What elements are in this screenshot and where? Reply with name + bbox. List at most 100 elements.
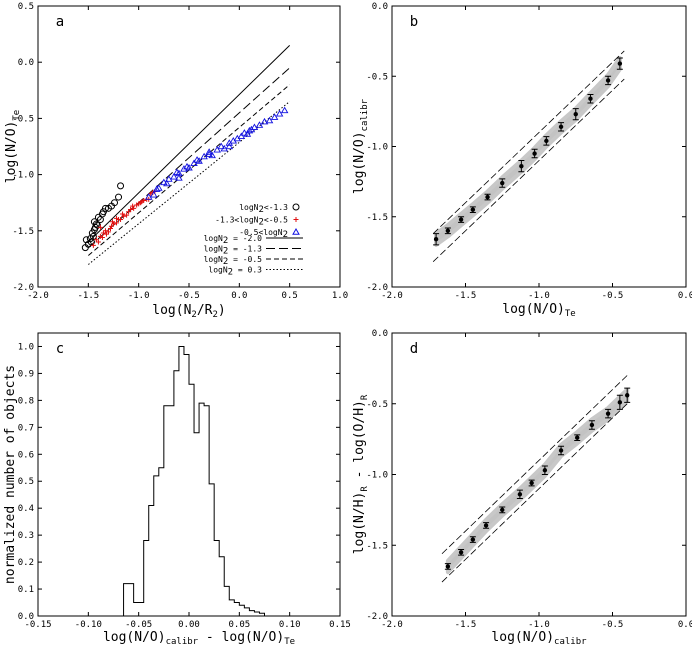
- x-tick-label: -0.05: [125, 620, 152, 630]
- x-tick-label: 0.0: [678, 291, 692, 301]
- data-point: [163, 179, 171, 187]
- dashed-line: [441, 403, 628, 583]
- data-point: [558, 448, 564, 453]
- data-point: [558, 124, 564, 130]
- data-point: [458, 217, 464, 222]
- data-point: [109, 219, 115, 225]
- data-point: [445, 564, 451, 569]
- x-axis-label: log(N/O)calibr: [491, 630, 587, 647]
- data-point: [175, 174, 183, 181]
- x-tick-label: -1.0: [128, 291, 150, 301]
- y-tick-label: 0.0: [372, 329, 388, 339]
- y-tick-label: -1.5: [366, 541, 388, 551]
- data-point: [103, 231, 109, 237]
- y-tick-label: -2.0: [366, 612, 388, 622]
- data-point: [165, 175, 173, 182]
- x-tick-label: 1.0: [332, 291, 348, 301]
- data-point: [617, 61, 623, 66]
- legend-label: logN2 = 0.3: [208, 266, 262, 278]
- y-axis-label: log(N/O)Te: [4, 110, 22, 183]
- data-point: [155, 184, 163, 191]
- data-point: [115, 193, 123, 201]
- x-tick-label: -1.5: [455, 620, 477, 630]
- data-point: [275, 110, 284, 117]
- data-point: [90, 218, 98, 226]
- data-point: [573, 111, 578, 117]
- data-point: [483, 523, 489, 528]
- y-tick-label: -0.5: [12, 114, 34, 124]
- data-point: [500, 507, 505, 513]
- data-point: [255, 121, 264, 128]
- data-point: [138, 200, 144, 206]
- data-point: [625, 393, 630, 398]
- data-point: [588, 96, 593, 101]
- data-point: [542, 468, 548, 473]
- data-point: [589, 422, 595, 428]
- data-point: [102, 228, 108, 234]
- dashed-line: [432, 78, 625, 262]
- data-point: [445, 228, 451, 233]
- data-point: [265, 116, 274, 124]
- data-point: [124, 212, 130, 218]
- panel-label: c: [56, 341, 64, 357]
- data-point: [97, 224, 103, 230]
- y-tick-label: 0.8: [18, 396, 34, 406]
- legend-marker: [292, 203, 300, 211]
- data-band: [445, 387, 630, 575]
- data-point: [88, 229, 96, 237]
- x-tick-label: 0.05: [228, 620, 250, 630]
- y-tick-label: 0.5: [18, 2, 34, 12]
- x-tick-label: -0.15: [24, 620, 51, 630]
- x-tick-label: 0.0: [231, 291, 247, 301]
- data-point: [237, 132, 246, 140]
- y-tick-label: 0.0: [18, 612, 34, 622]
- x-tick-label: 0.15: [329, 620, 351, 630]
- data-point: [605, 411, 611, 416]
- data-point: [107, 226, 113, 232]
- y-tick-label: 0.9: [18, 369, 34, 379]
- y-tick-label: -1.0: [366, 471, 388, 481]
- data-point: [243, 130, 252, 137]
- data-point: [280, 106, 289, 114]
- panel-label: a: [56, 14, 64, 30]
- y-tick-label: -0.5: [366, 400, 388, 410]
- data-point: [200, 152, 208, 160]
- data-point: [185, 163, 193, 171]
- relation-line: [88, 101, 290, 265]
- y-tick-label: 0.0: [372, 2, 388, 12]
- y-tick-label: 0.2: [18, 558, 34, 568]
- data-point: [94, 213, 102, 221]
- panel-d: -2.0 -1.5 -1.0 -0.5 0.0 0.0 -0.5 -1.0 -1.5 -2.0 d l…: [352, 329, 692, 647]
- legend-label: logN2<-1.3: [239, 203, 288, 215]
- data-point: [111, 221, 116, 227]
- data-point: [99, 235, 105, 241]
- dashed-line: [441, 375, 628, 555]
- data-point: [225, 142, 234, 150]
- data-point: [250, 123, 259, 131]
- data-point: [544, 138, 549, 144]
- data-point: [118, 217, 124, 223]
- data-point: [90, 242, 96, 248]
- data-point: [205, 150, 213, 158]
- y-tick-label: 0.1: [18, 585, 34, 595]
- data-point: [111, 199, 119, 207]
- x-tick-label: 0.0: [678, 620, 692, 630]
- data-point: [160, 178, 168, 186]
- data-point: [95, 239, 101, 245]
- data-point: [433, 237, 439, 242]
- legend-marker: [292, 227, 300, 235]
- data-point: [220, 144, 229, 152]
- y-tick-label: -1.0: [12, 171, 34, 181]
- dashed-line: [432, 50, 625, 234]
- data-point: [121, 213, 127, 219]
- x-axis-label: log(N2/R2): [152, 303, 225, 320]
- data-point: [128, 206, 134, 212]
- data-point: [101, 204, 109, 212]
- y-axis-label: log(N/H)R - log(O/H)R: [352, 394, 370, 554]
- y-tick-label: -1.0: [366, 143, 388, 153]
- data-point: [500, 180, 505, 186]
- y-tick-label: -2.0: [366, 283, 388, 293]
- x-tick-label: -2.0: [381, 620, 403, 630]
- data-point: [458, 550, 464, 555]
